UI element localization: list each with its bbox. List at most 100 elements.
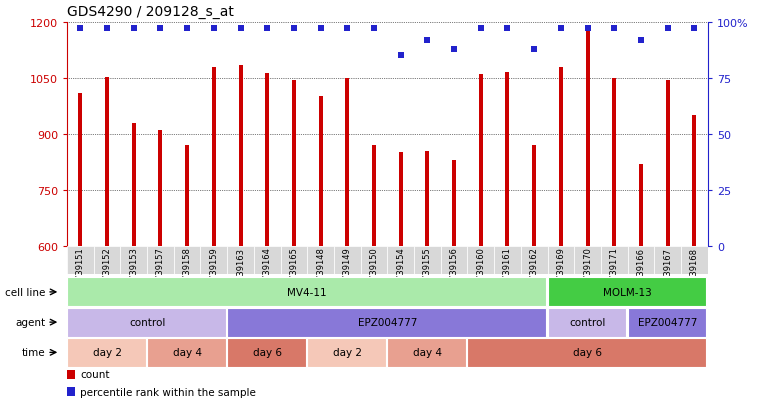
- Text: day 2: day 2: [333, 347, 361, 358]
- Bar: [67, 246, 94, 274]
- Bar: [147, 338, 226, 367]
- Point: [448, 46, 460, 53]
- Text: GSM739170: GSM739170: [583, 247, 592, 298]
- Bar: [254, 246, 281, 274]
- Point: [234, 26, 247, 33]
- Point: [261, 26, 273, 33]
- Bar: [67, 308, 226, 337]
- Bar: [147, 246, 174, 274]
- Text: GSM739149: GSM739149: [342, 247, 352, 298]
- Point: [154, 26, 167, 33]
- Bar: [292, 81, 296, 246]
- Point: [181, 26, 193, 33]
- Text: control: control: [129, 317, 165, 328]
- Bar: [120, 246, 147, 274]
- Bar: [548, 278, 706, 307]
- Bar: [238, 66, 243, 246]
- Bar: [334, 246, 361, 274]
- Bar: [494, 246, 521, 274]
- Point: [128, 26, 140, 33]
- Bar: [628, 308, 706, 337]
- Bar: [414, 246, 441, 274]
- Bar: [467, 338, 706, 367]
- Bar: [227, 338, 306, 367]
- Bar: [319, 97, 323, 246]
- Point: [288, 26, 300, 33]
- Point: [528, 46, 540, 53]
- Bar: [307, 338, 386, 367]
- Bar: [425, 151, 429, 246]
- Bar: [575, 246, 601, 274]
- Text: day 2: day 2: [93, 347, 122, 358]
- Point: [635, 37, 647, 44]
- Bar: [548, 308, 626, 337]
- Bar: [532, 146, 537, 246]
- Text: day 6: day 6: [573, 347, 602, 358]
- Text: GSM739163: GSM739163: [236, 247, 245, 298]
- Bar: [693, 116, 696, 246]
- Text: control: control: [569, 317, 606, 328]
- Bar: [452, 161, 456, 246]
- Text: GSM739168: GSM739168: [690, 247, 699, 298]
- Bar: [548, 246, 575, 274]
- Bar: [666, 81, 670, 246]
- Bar: [345, 78, 349, 246]
- Point: [501, 26, 514, 33]
- Bar: [361, 246, 387, 274]
- Bar: [281, 246, 307, 274]
- Text: EPZ004777: EPZ004777: [638, 317, 697, 328]
- Text: day 4: day 4: [413, 347, 442, 358]
- Bar: [585, 26, 590, 246]
- Text: GSM739160: GSM739160: [476, 247, 486, 298]
- Text: GSM739155: GSM739155: [423, 247, 432, 298]
- Point: [75, 26, 87, 33]
- Bar: [387, 338, 466, 367]
- Bar: [94, 246, 120, 274]
- Bar: [681, 246, 708, 274]
- Text: GSM739165: GSM739165: [289, 247, 298, 298]
- Text: GSM739167: GSM739167: [663, 247, 672, 298]
- Text: GSM739152: GSM739152: [103, 247, 112, 298]
- Bar: [559, 67, 563, 246]
- Bar: [613, 78, 616, 246]
- Text: percentile rank within the sample: percentile rank within the sample: [80, 387, 256, 397]
- Point: [661, 26, 673, 33]
- Bar: [521, 246, 547, 274]
- Text: GSM739161: GSM739161: [503, 247, 512, 298]
- Text: GSM739169: GSM739169: [556, 247, 565, 298]
- Bar: [399, 153, 403, 246]
- Point: [688, 26, 700, 33]
- Bar: [639, 164, 643, 246]
- Bar: [227, 308, 546, 337]
- Bar: [67, 387, 75, 396]
- Bar: [105, 78, 109, 246]
- Point: [341, 26, 353, 33]
- Text: day 6: day 6: [253, 347, 282, 358]
- Text: MOLM-13: MOLM-13: [603, 287, 652, 297]
- Text: GSM739151: GSM739151: [76, 247, 84, 298]
- Text: GSM739154: GSM739154: [396, 247, 405, 298]
- Text: GSM739159: GSM739159: [209, 247, 218, 298]
- Bar: [479, 75, 482, 246]
- Bar: [628, 246, 654, 274]
- Text: MV4-11: MV4-11: [288, 287, 327, 297]
- Bar: [387, 246, 414, 274]
- Text: time: time: [22, 347, 46, 358]
- Text: GSM739171: GSM739171: [610, 247, 619, 298]
- Point: [422, 37, 434, 44]
- Bar: [67, 278, 546, 307]
- Text: GSM739156: GSM739156: [450, 247, 459, 298]
- Bar: [654, 246, 681, 274]
- Point: [608, 26, 620, 33]
- Text: EPZ004777: EPZ004777: [358, 317, 417, 328]
- Bar: [505, 73, 510, 246]
- Bar: [67, 338, 145, 367]
- Text: cell line: cell line: [5, 287, 46, 297]
- Text: GSM739157: GSM739157: [156, 247, 165, 298]
- Bar: [158, 131, 162, 246]
- Bar: [265, 74, 269, 246]
- Text: GDS4290 / 209128_s_at: GDS4290 / 209128_s_at: [67, 5, 234, 19]
- Text: agent: agent: [16, 317, 46, 328]
- Bar: [307, 246, 334, 274]
- Bar: [174, 246, 200, 274]
